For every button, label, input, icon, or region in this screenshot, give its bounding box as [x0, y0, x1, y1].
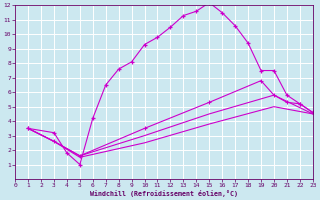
- X-axis label: Windchill (Refroidissement éolien,°C): Windchill (Refroidissement éolien,°C): [90, 190, 238, 197]
